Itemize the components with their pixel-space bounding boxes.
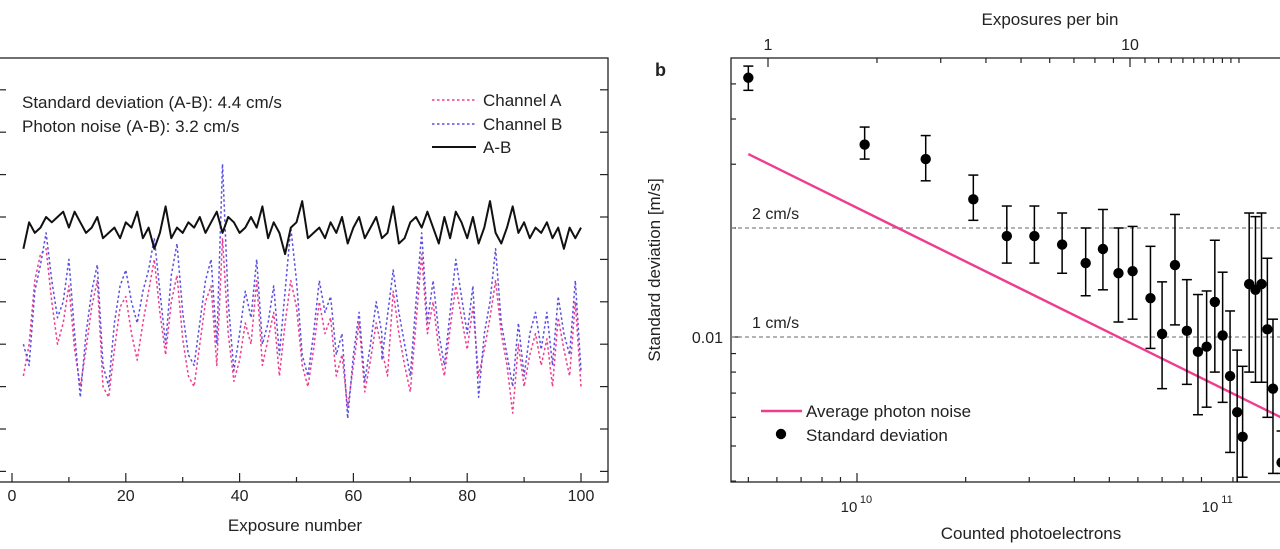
x-tick-label: 100 [568,488,595,505]
reference-line-label: 1 cm/s [752,315,799,332]
data-point [1127,265,1138,277]
data-point [1237,431,1248,443]
data-point [1169,259,1181,271]
data-point [920,153,931,165]
panel-b-series [743,65,1280,482]
panel-a-legend: Channel A Channel B A-B [432,91,562,157]
panel-b-x-axis-label: Counted photoelectrons [941,524,1122,543]
data-point [1080,257,1091,269]
data-point [1029,230,1040,242]
panel-a-plot-frame [0,57,609,483]
annotation-photon-noise: Photon noise (A-B): 3.2 cm/s [22,117,239,136]
y-tick-label: 0.01 [692,330,723,347]
panel-a: 0 20 40 60 80 100 Standard deviation (A-B): 4… [0,57,609,535]
data-point [1276,457,1280,468]
panel-a-y-ticks [0,89,608,472]
panel-b-reference-lines: 2 cm/s 1 cm/s [731,206,1280,338]
panel-b-x-ticks: 10 10 10 11 [747,473,1234,516]
panel-b-label: b [655,60,666,80]
data-point [743,72,754,83]
data-point [1056,239,1068,250]
data-point [1156,328,1168,340]
data-point [1201,341,1212,352]
data-point [1097,243,1109,255]
data-point [1113,268,1124,279]
panel-b-y-axis-label: Standard deviation [m/s] [645,178,664,361]
x-tick-label: 10 [841,499,858,516]
data-point [1267,383,1279,394]
data-point [1224,370,1236,382]
data-point [1209,296,1221,308]
panel-a-series [22,163,582,420]
panel-a-x-ticks: 0 20 40 60 80 100 [8,473,595,505]
data-point [1231,406,1243,418]
legend-label-a-b: A-B [483,138,511,157]
data-point [859,139,870,150]
legend-label-channel-a: Channel A [483,91,562,110]
panel-b-y-ticks: 0.01 [692,83,740,482]
x-tick-label: 20 [117,488,135,505]
series-line-channel-b [22,163,582,420]
series-line-a-b [22,200,582,256]
legend-marker-std-dev [775,428,787,440]
legend-label-std-dev: Standard deviation [806,426,948,445]
data-point [1256,278,1267,290]
x-tick-label-exponent: 11 [1221,494,1232,506]
legend-label-photon-noise: Average photon noise [806,402,971,421]
x-tick-label-exponent: 10 [860,494,872,506]
panel-b: b Exposures per bin 1 10 10 10 10 11 0.01 2 … [645,10,1280,543]
panel-a-x-axis-label: Exposure number [228,516,363,535]
panel-b-legend: Average photon noise Standard deviation [761,402,971,445]
data-point [1217,330,1228,341]
data-point [968,194,979,205]
x-tick-label: 10 [1202,499,1219,516]
data-point [1145,292,1156,304]
panel-b-top-axis-label: Exposures per bin [981,10,1118,29]
x-tick-label: 40 [231,488,249,505]
data-point [1192,346,1204,358]
legend-label-channel-b: Channel B [483,115,562,134]
data-point [1001,230,1013,242]
top-tick-label: 1 [764,37,773,54]
data-point [1181,325,1193,337]
x-tick-label: 60 [345,488,363,505]
series-line-channel-a [22,237,582,414]
photon-noise-line [747,153,1280,419]
x-tick-label: 80 [458,488,476,505]
x-tick-label: 0 [8,488,17,505]
data-point [1262,324,1273,335]
panel-b-plot-frame [730,57,1280,483]
top-tick-label: 10 [1121,37,1139,54]
annotation-std-dev: Standard deviation (A-B): 4.4 cm/s [22,93,282,112]
panel-b-top-ticks: 1 10 [764,37,1240,67]
reference-line-label: 2 cm/s [752,206,799,223]
